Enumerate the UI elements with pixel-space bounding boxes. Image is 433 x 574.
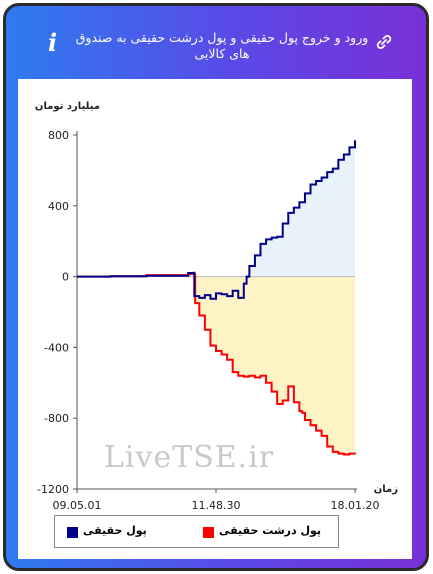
- y-tick-label: -1200: [37, 483, 69, 496]
- y-tick-label: -800: [44, 412, 69, 425]
- legend-label-real-money: پول حقیقی: [83, 524, 147, 537]
- y-tick-label: 400: [48, 200, 69, 213]
- negative-area-fill: [77, 276, 355, 455]
- watermark: LiveTSE.ir: [104, 440, 275, 475]
- x-tick-label: 09.05.01: [53, 499, 102, 512]
- chart-legend: پول حقیقی پول درشت حقیقی: [54, 515, 339, 548]
- chart-title: ورود و خروج پول حقیقی و پول درشت حقیقی ب…: [75, 30, 369, 61]
- chart-header: i ورود و خروج پول حقیقی و پول درشت حقیقی…: [6, 6, 426, 78]
- y-axis-label: میلیارد تومان: [35, 101, 100, 112]
- y-tick-label: -400: [44, 341, 69, 354]
- x-tick-label: 18.01.20: [331, 499, 380, 512]
- series-line-big-real-money: [77, 272, 356, 456]
- x-tick-label: 11.48.30: [192, 499, 241, 512]
- series-line-real-money: [77, 140, 356, 300]
- link-icon[interactable]: [374, 32, 394, 52]
- info-icon[interactable]: i: [48, 28, 58, 57]
- y-tick-label: 0: [62, 271, 69, 284]
- positive-area-fill: [77, 140, 355, 277]
- x-axis-label: زمان: [374, 484, 398, 495]
- legend-swatch-real-money: [67, 527, 78, 538]
- legend-swatch-big-real-money: [203, 527, 214, 538]
- y-tick-label: 800: [48, 129, 69, 142]
- legend-label-big-real-money: پول درشت حقیقی: [219, 524, 322, 537]
